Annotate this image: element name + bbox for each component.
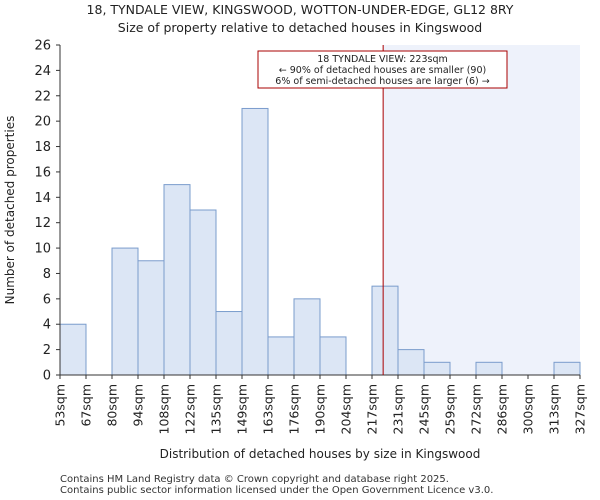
y-tick-label: 14 bbox=[34, 191, 51, 206]
x-tick-label: 149sqm bbox=[235, 384, 250, 434]
bar-135sqm bbox=[215, 311, 243, 376]
y-tick-label: 16 bbox=[34, 165, 51, 180]
bar-53sqm bbox=[59, 323, 87, 376]
bar-176sqm bbox=[293, 298, 321, 376]
y-tick-label: 2 bbox=[43, 343, 51, 358]
bar-80sqm bbox=[111, 247, 139, 376]
x-tick-label: 122sqm bbox=[183, 384, 198, 434]
x-tick-label: 67sqm bbox=[79, 384, 94, 427]
bar-163sqm bbox=[267, 336, 295, 376]
x-tick-label: 286sqm bbox=[495, 384, 510, 434]
x-tick-label: 190sqm bbox=[313, 384, 328, 434]
x-tick-label: 108sqm bbox=[157, 384, 172, 434]
x-tick-label: 245sqm bbox=[417, 384, 432, 434]
annotation-line-2: ← 90% of detached houses are smaller (90… bbox=[279, 65, 486, 76]
bar-231sqm bbox=[397, 349, 425, 376]
x-tick-label: 313sqm bbox=[547, 384, 562, 434]
annotation-line-3: 6% of semi-detached houses are larger (6… bbox=[275, 76, 489, 87]
x-tick-label: 272sqm bbox=[469, 384, 484, 434]
x-tick-label: 80sqm bbox=[105, 384, 120, 427]
x-tick-label: 163sqm bbox=[261, 384, 276, 434]
y-tick-label: 12 bbox=[34, 216, 51, 231]
chart-subtitle: Size of property relative to detached ho… bbox=[117, 20, 483, 35]
highlight-region bbox=[383, 45, 580, 375]
footer-line-1: Contains HM Land Registry data © Crown c… bbox=[60, 474, 449, 485]
y-tick-label: 18 bbox=[34, 140, 51, 155]
chart-title: 18, TYNDALE VIEW, KINGSWOOD, WOTTON-UNDE… bbox=[86, 2, 514, 17]
y-tick-label: 6 bbox=[43, 292, 51, 307]
x-tick-label: 53sqm bbox=[53, 384, 68, 427]
x-tick-label: 231sqm bbox=[391, 384, 406, 434]
y-tick-label: 4 bbox=[43, 318, 51, 333]
bar-122sqm bbox=[189, 209, 217, 376]
y-tick-label: 10 bbox=[34, 242, 51, 257]
x-tick-label: 94sqm bbox=[131, 384, 146, 427]
x-tick-label: 176sqm bbox=[287, 384, 302, 434]
x-axis-label: Distribution of detached houses by size … bbox=[160, 447, 481, 461]
bar-108sqm bbox=[163, 184, 191, 376]
bar-272sqm bbox=[475, 361, 503, 376]
bar-190sqm bbox=[319, 336, 347, 376]
x-tick-label: 259sqm bbox=[443, 384, 458, 434]
bar-313sqm bbox=[553, 361, 581, 376]
x-tick-label: 135sqm bbox=[209, 384, 224, 434]
x-tick-label: 217sqm bbox=[365, 384, 380, 434]
y-tick-label: 22 bbox=[34, 89, 51, 104]
bar-217sqm bbox=[371, 285, 399, 376]
y-tick-label: 20 bbox=[34, 115, 51, 130]
y-tick-label: 8 bbox=[43, 267, 51, 282]
bar-149sqm bbox=[241, 107, 269, 376]
x-tick-label: 204sqm bbox=[339, 384, 354, 434]
footer-line-2: Contains public sector information licen… bbox=[60, 485, 494, 496]
y-tick-label: 26 bbox=[34, 39, 51, 54]
y-tick-label: 24 bbox=[34, 64, 51, 79]
x-tick-label: 300sqm bbox=[521, 384, 536, 434]
y-tick-label: 0 bbox=[43, 369, 51, 384]
x-tick-label: 327sqm bbox=[573, 384, 588, 434]
annotation-box bbox=[257, 50, 508, 89]
y-axis-label: Number of detached properties bbox=[3, 116, 17, 305]
annotation-line-1: 18 TYNDALE VIEW: 223sqm bbox=[317, 54, 448, 65]
bar-245sqm bbox=[423, 361, 451, 376]
bar-94sqm bbox=[137, 260, 165, 376]
